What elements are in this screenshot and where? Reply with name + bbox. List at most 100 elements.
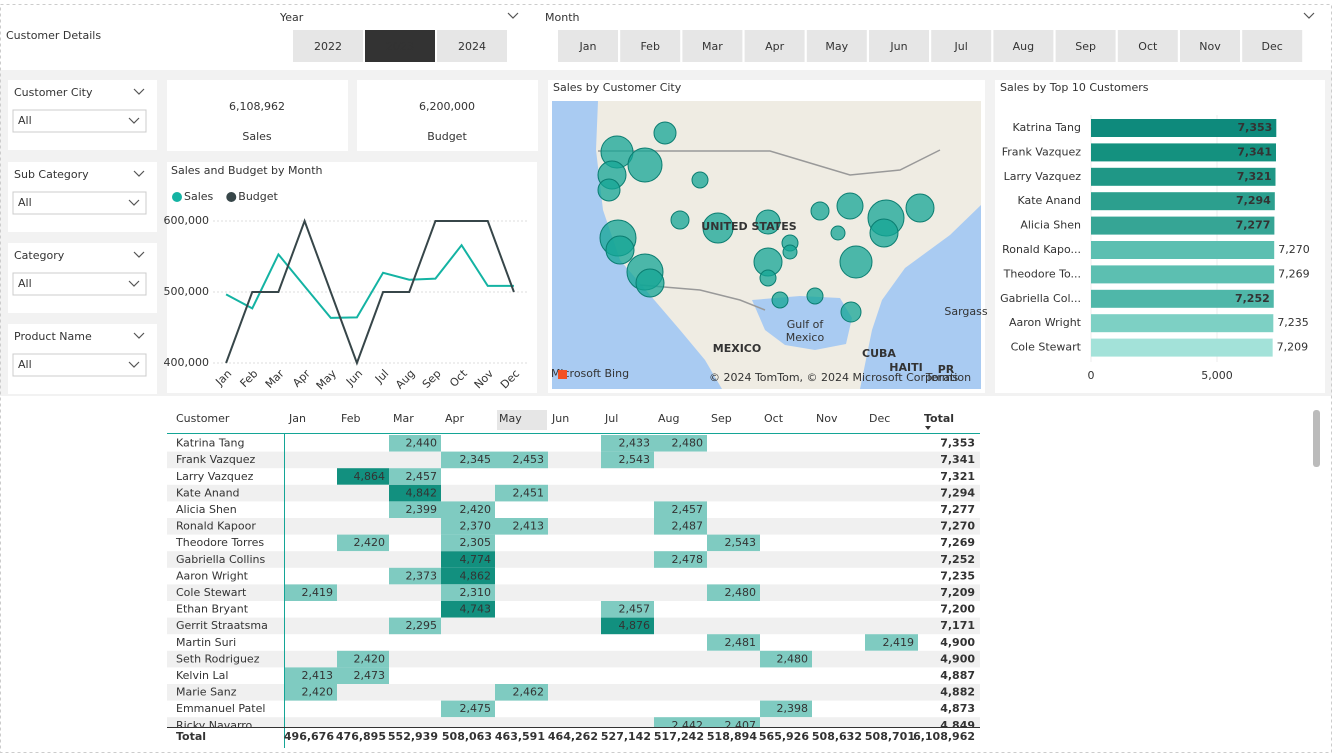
chart-title: Sales by Top 10 Customers <box>1000 81 1149 94</box>
column-header[interactable]: Dec <box>869 412 890 425</box>
total-value: 463,591 <box>495 730 545 743</box>
month-button[interactable] <box>620 30 681 62</box>
filter-label: Customer City <box>14 86 93 99</box>
month-button[interactable] <box>869 30 929 62</box>
row-total: 7,321 <box>940 470 975 483</box>
month-button[interactable] <box>806 30 867 62</box>
year-option: 2022 <box>314 40 342 53</box>
map-border <box>598 149 941 176</box>
row-label: Cole Stewart <box>176 586 247 599</box>
column-header[interactable]: Jan <box>288 412 306 425</box>
row-total: 7,209 <box>940 586 975 599</box>
month-button[interactable] <box>744 30 805 62</box>
column-header[interactable]: Mar <box>393 412 414 425</box>
cell-shade <box>654 551 707 568</box>
map-border <box>639 284 766 311</box>
month-button[interactable] <box>993 30 1054 62</box>
month-button[interactable] <box>1242 30 1303 62</box>
cell-value: 2,457 <box>672 503 704 516</box>
month-button[interactable] <box>682 30 743 62</box>
column-header[interactable]: May <box>499 412 522 425</box>
cell-shade <box>389 435 441 452</box>
month-button[interactable] <box>931 30 992 62</box>
row-label: Gerrit Straatsma <box>176 619 268 632</box>
map-bubble <box>840 301 862 323</box>
month-button[interactable] <box>1180 30 1240 62</box>
year-button[interactable] <box>365 30 435 62</box>
row-stripe <box>167 717 980 727</box>
map-label: Microsoft Bing <box>551 367 629 380</box>
map-bubble <box>836 192 864 220</box>
data-label: 7,209 <box>1277 341 1309 354</box>
card-label: Sales <box>242 130 272 143</box>
card-value: 6,200,000 <box>419 100 475 113</box>
column-header[interactable]: Jun <box>551 412 569 425</box>
column-header[interactable]: Sep <box>711 412 732 425</box>
cell-value: 2,473 <box>354 669 386 682</box>
cell-value: 2,543 <box>725 536 757 549</box>
row-stripe <box>167 650 980 668</box>
row-label: Theodore Torres <box>175 536 264 549</box>
total-label: Total <box>176 730 206 743</box>
column-header[interactable]: Customer <box>176 412 230 425</box>
column-header[interactable]: Jul <box>604 412 618 425</box>
row-total: 7,200 <box>940 603 975 616</box>
row-label: Emmanuel Patel <box>176 702 265 715</box>
row-stripe <box>167 551 980 568</box>
bar <box>1091 192 1275 211</box>
chevron <box>128 117 140 124</box>
cell-shade <box>707 584 760 601</box>
column-header[interactable]: Aug <box>658 412 679 425</box>
column-header[interactable]: Nov <box>816 412 838 425</box>
total-value: 508,701 <box>865 730 915 743</box>
column-header[interactable]: Feb <box>341 412 360 425</box>
table-body: Katrina Tang 2,440 2,433 2,480 7,353 Frank Va… <box>167 435 980 727</box>
cell-value: 2,440 <box>406 437 438 450</box>
filter-dropdown[interactable] <box>12 272 147 296</box>
y-tick-label: Cole Stewart <box>1011 341 1082 354</box>
row-label: Larry Vazquez <box>176 470 254 483</box>
column-header[interactable]: Total <box>924 412 954 425</box>
cell-shade <box>441 518 495 535</box>
scrollbar[interactable] <box>1313 410 1320 467</box>
total-value: 508,063 <box>442 730 492 743</box>
year-button[interactable] <box>437 30 507 62</box>
row-label: Aaron Wright <box>176 569 249 582</box>
cell-shade <box>495 484 548 502</box>
cell-shade <box>337 650 389 668</box>
map-bubble <box>771 291 789 309</box>
year-button[interactable] <box>293 30 363 62</box>
cell-value: 2,480 <box>672 437 704 450</box>
y-tick-label: Frank Vazquez <box>1002 145 1082 158</box>
y-tick-label: 600,000 <box>164 214 210 227</box>
filter-dropdown[interactable] <box>12 109 147 133</box>
map-bubble <box>597 178 621 202</box>
legend-label: Budget <box>238 190 278 203</box>
cell-value: 2,305 <box>460 536 492 549</box>
filter-dropdown[interactable] <box>12 353 147 377</box>
row-stripe <box>167 584 980 601</box>
month-button[interactable] <box>558 30 618 62</box>
filter-dropdown[interactable] <box>12 191 147 215</box>
data-label: 7,270 <box>1278 243 1310 256</box>
year-option: 2024 <box>458 40 486 53</box>
month-option: Feb <box>640 40 659 53</box>
cell-value: 4,864 <box>354 470 386 483</box>
bing-logo <box>558 370 567 379</box>
row-total: 4,882 <box>940 686 975 699</box>
month-button[interactable] <box>1055 30 1116 62</box>
month-button[interactable] <box>1117 30 1178 62</box>
cell-shade <box>601 601 654 618</box>
cell-shade <box>495 451 548 469</box>
bar <box>1091 338 1273 357</box>
cell-shade <box>389 617 441 635</box>
cell-shade <box>441 601 495 618</box>
month-option: Jan <box>579 40 597 53</box>
cell-shade <box>441 534 495 552</box>
column-header[interactable]: Oct <box>764 412 784 425</box>
data-label: 7,277 <box>1236 219 1271 232</box>
row-label: Marie Sanz <box>176 686 237 699</box>
map-bubble <box>605 235 635 265</box>
row-stripe <box>167 451 980 469</box>
column-header[interactable]: Apr <box>445 412 465 425</box>
